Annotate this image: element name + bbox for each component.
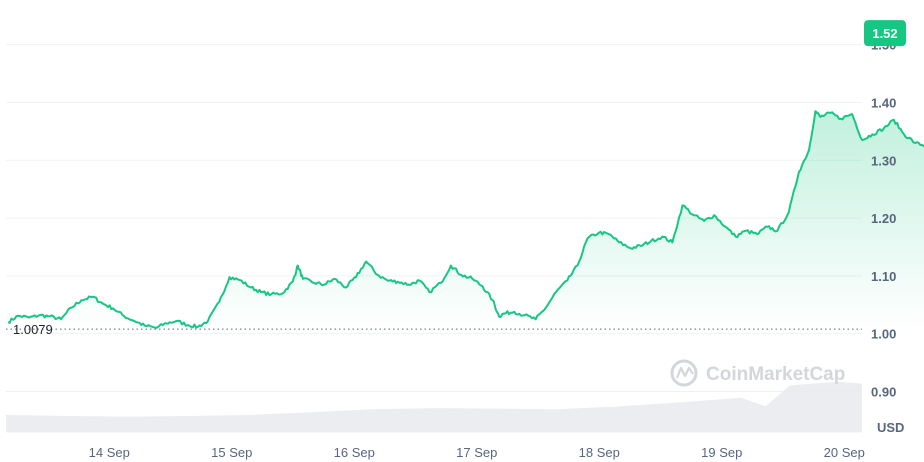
last-price-tag-bg — [864, 20, 906, 47]
gridlines — [6, 44, 862, 433]
y-tick-label: 1.30 — [871, 153, 896, 168]
y-tick-label: 0.90 — [871, 385, 896, 400]
price-line-group — [7, 110, 924, 329]
x-tick-label: 19 Sep — [701, 445, 742, 460]
last-price-tag-text: 1.52 — [872, 26, 897, 41]
y-axis: 0.901.001.101.201.301.401.50 — [871, 38, 896, 400]
watermark: CoinMarketCap — [670, 359, 845, 387]
y-tick-label: 1.40 — [871, 95, 896, 110]
price-area — [8, 111, 924, 330]
unit-label: USD — [877, 420, 904, 435]
x-tick-label: 16 Sep — [334, 445, 375, 460]
last-price-tag: 1.52 — [864, 20, 906, 47]
x-tick-label: 17 Sep — [456, 445, 497, 460]
y-tick-label: 1.00 — [871, 327, 896, 342]
price-line — [7, 110, 924, 329]
coinmarketcap-logo-icon — [670, 359, 698, 387]
volume-area — [6, 380, 862, 432]
y-tick-label: 1.20 — [871, 211, 896, 226]
x-tick-label: 15 Sep — [211, 445, 252, 460]
x-tick-label: 18 Sep — [579, 445, 620, 460]
price-area-fill — [8, 111, 924, 330]
open-price-label: 1.0079 — [13, 322, 53, 337]
x-axis: 14 Sep 15 Sep 16 Sep 17 Sep 18 Sep 19 Sep 20 S… — [89, 445, 865, 460]
y-tick-label: 1.10 — [871, 269, 896, 284]
x-tick-label: 20 Sep — [824, 445, 865, 460]
volume-series — [6, 380, 862, 432]
watermark-text: CoinMarketCap — [706, 364, 845, 385]
x-tick-label: 14 Sep — [89, 445, 130, 460]
